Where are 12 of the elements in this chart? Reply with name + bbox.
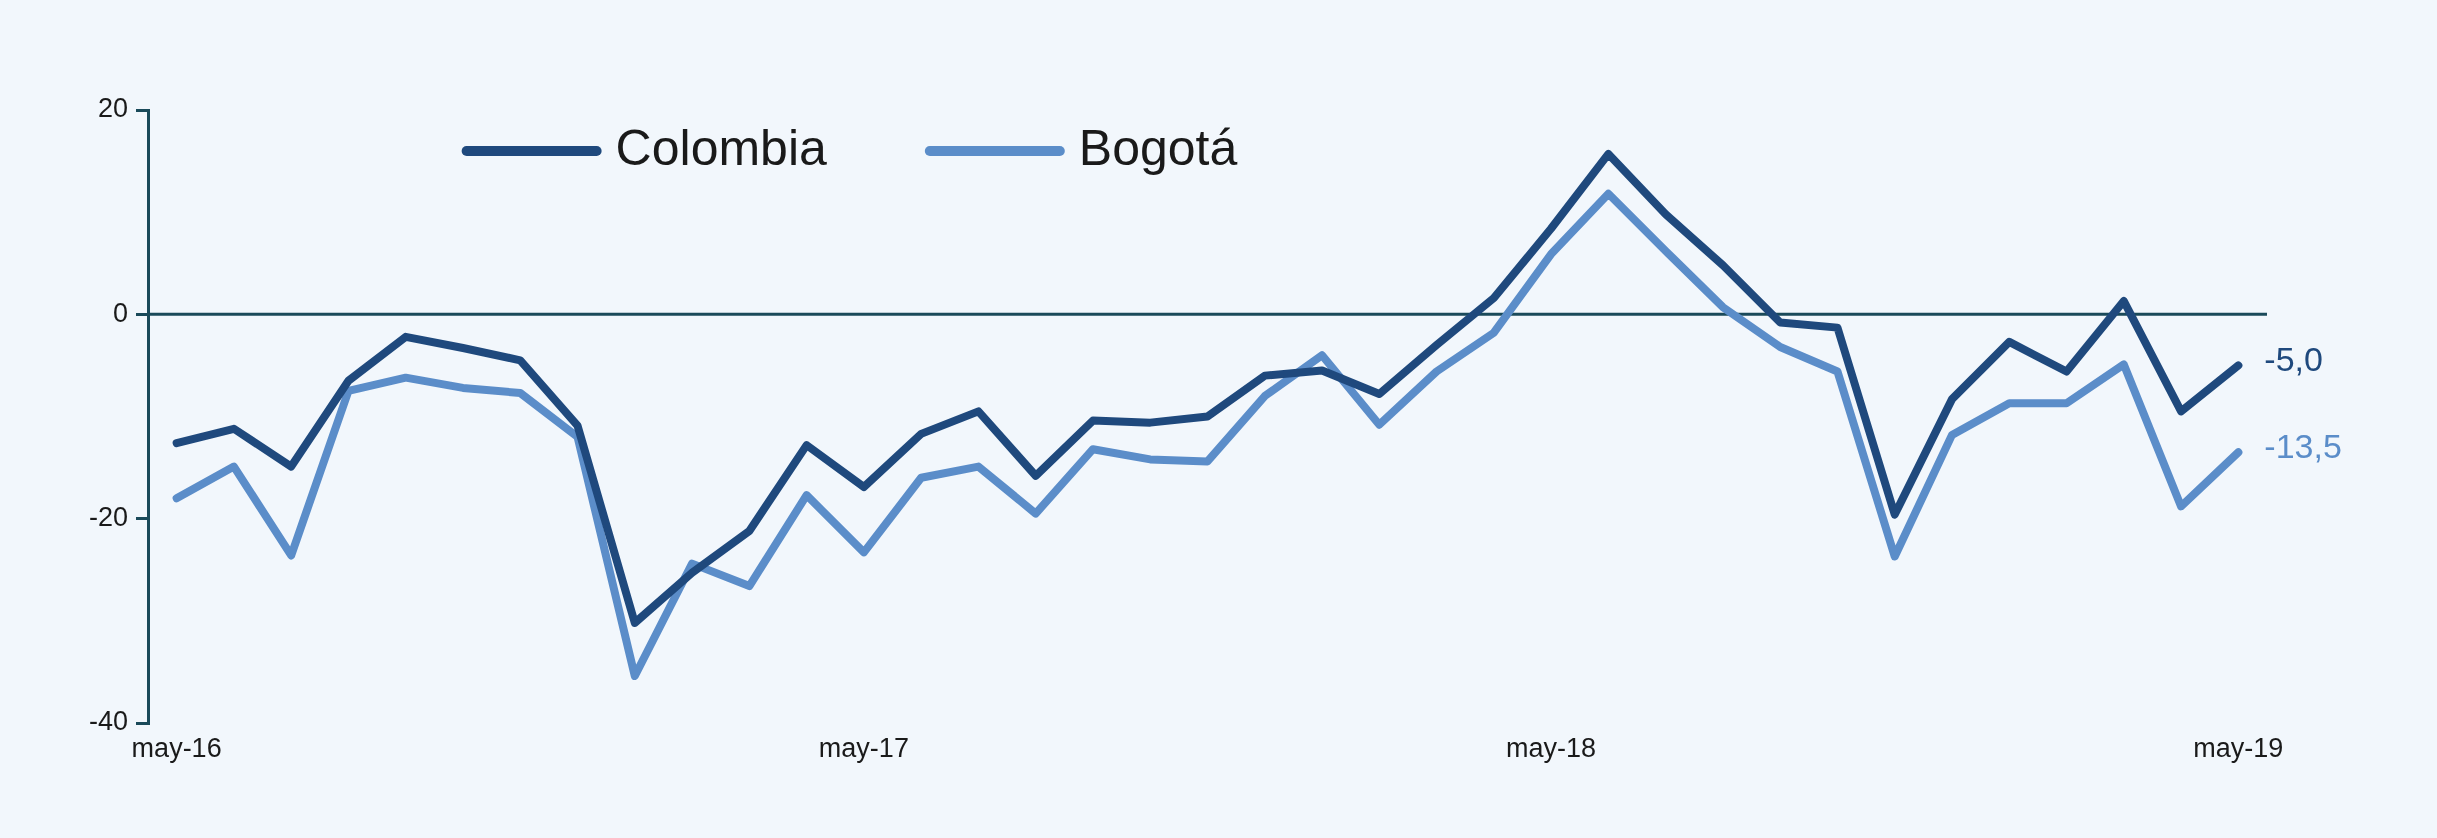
data-label: -5,0 bbox=[2264, 339, 2323, 378]
legend-label: Bogotá bbox=[1078, 119, 1238, 176]
x-tick-label: may-17 bbox=[818, 732, 909, 763]
y-tick-label: 20 bbox=[97, 93, 128, 124]
data-label: -13,5 bbox=[2264, 426, 2342, 465]
y-tick-label: -20 bbox=[88, 502, 128, 533]
x-tick-label: may-19 bbox=[2193, 732, 2284, 763]
x-tick-label: may-16 bbox=[131, 732, 222, 763]
legend-label: Colombia bbox=[615, 119, 828, 176]
y-tick-label: 0 bbox=[112, 297, 128, 328]
x-tick-label: may-18 bbox=[1506, 732, 1597, 763]
y-tick-label: -40 bbox=[88, 706, 128, 737]
